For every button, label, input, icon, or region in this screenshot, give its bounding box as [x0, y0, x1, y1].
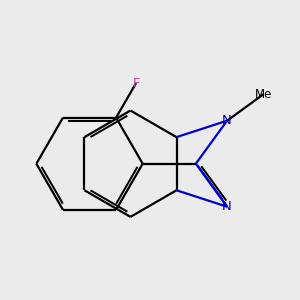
Text: F: F — [132, 76, 140, 90]
Text: N: N — [222, 114, 232, 127]
Text: Me: Me — [255, 88, 272, 100]
Text: N: N — [222, 200, 232, 213]
